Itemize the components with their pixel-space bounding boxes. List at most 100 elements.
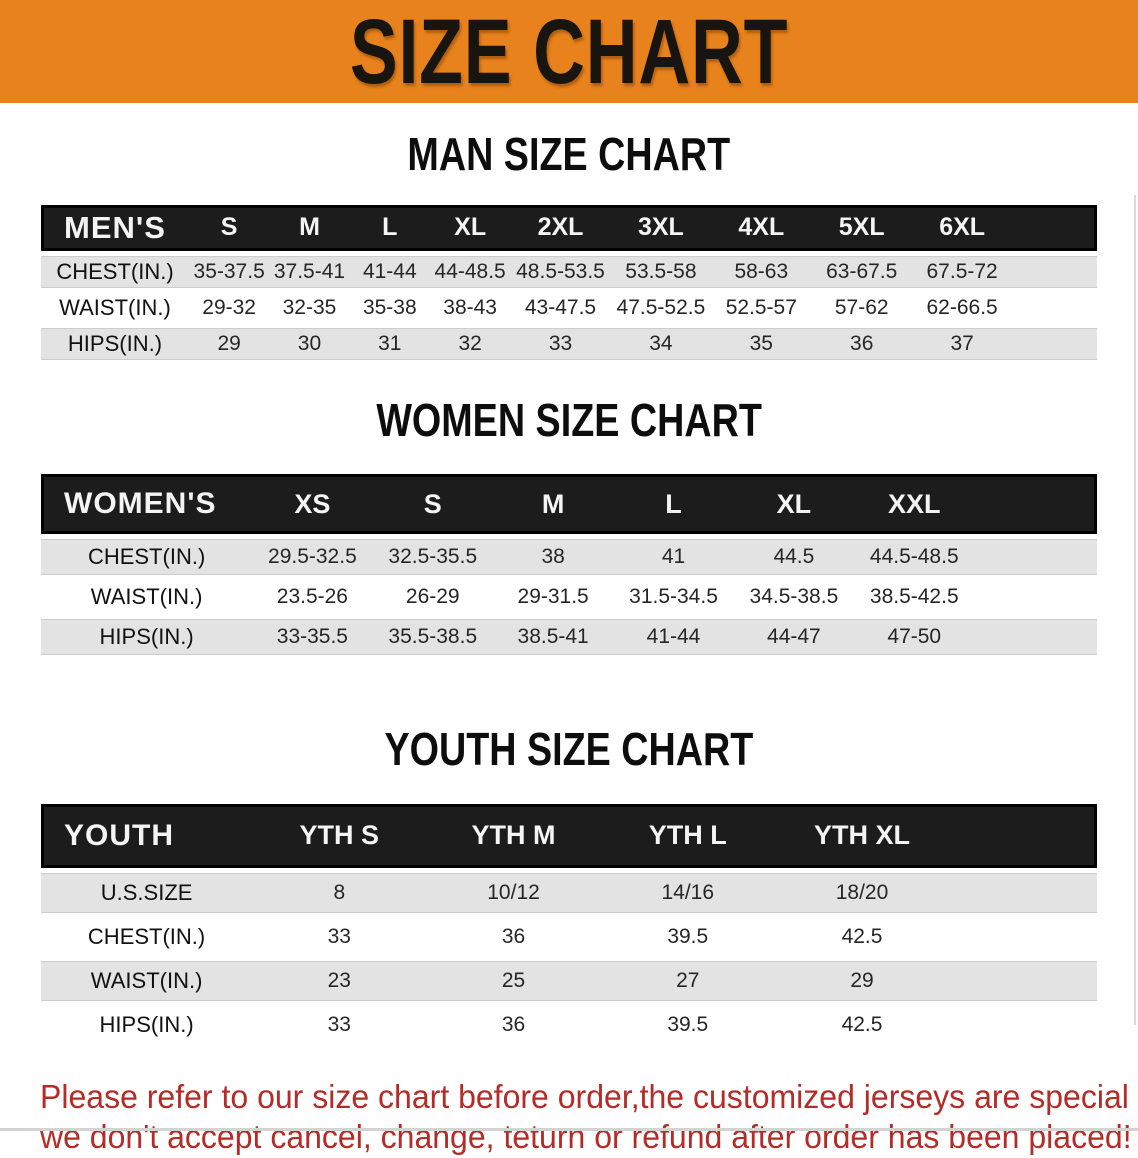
cell: 27 bbox=[600, 960, 775, 1001]
row-filler-cell bbox=[1012, 327, 1097, 360]
table-row: U.S.SIZE 8 10/12 14/16 18/20 bbox=[41, 872, 1097, 913]
column-header: YTH S bbox=[252, 803, 427, 868]
cell: 38 bbox=[492, 539, 614, 576]
row-label: HIPS(IN.) bbox=[41, 1005, 253, 1044]
table-row: HIPS(IN.) 33 36 39.5 42.5 bbox=[41, 1005, 1097, 1044]
column-header: XL bbox=[733, 474, 855, 535]
table-header-row: YOUTH YTH S YTH M YTH L YTH XL bbox=[41, 803, 1097, 868]
cell: 38.5-42.5 bbox=[854, 580, 975, 615]
row-filler-cell bbox=[1012, 292, 1097, 323]
cell: 32 bbox=[429, 327, 511, 360]
cell: 63-67.5 bbox=[811, 255, 912, 288]
cell: 23.5-26 bbox=[252, 580, 373, 615]
cell: 39.5 bbox=[600, 1005, 775, 1044]
row-label: HIPS(IN.) bbox=[41, 619, 253, 656]
row-filler-cell bbox=[949, 960, 1097, 1001]
cell: 14/16 bbox=[600, 872, 775, 913]
column-header: 4XL bbox=[711, 204, 812, 251]
table-title-cell: MEN'S bbox=[41, 204, 189, 251]
cell: 34.5-38.5 bbox=[733, 580, 855, 615]
cell: 39.5 bbox=[600, 917, 775, 956]
cell: 36 bbox=[426, 917, 601, 956]
cell: 35-38 bbox=[349, 292, 430, 323]
cell: 53.5-58 bbox=[610, 255, 712, 288]
mens-size-table: MEN'S S M L XL 2XL 3XL 4XL 5XL 6XL CHEST(IN.) 35-3… bbox=[41, 200, 1097, 365]
column-header: YTH XL bbox=[774, 803, 950, 868]
row-label: CHEST(IN.) bbox=[41, 917, 253, 956]
row-label: WAIST(IN.) bbox=[41, 960, 253, 1001]
column-header: L bbox=[349, 204, 430, 251]
column-header: 2XL bbox=[510, 204, 611, 251]
table-row: CHEST(IN.) 29.5-32.5 32.5-35.5 38 41 44.5 44.5… bbox=[41, 539, 1097, 576]
disclaimer-text: Please refer to our size chart before or… bbox=[40, 1077, 1138, 1158]
cell: 35.5-38.5 bbox=[372, 619, 493, 656]
cell: 33-35.5 bbox=[252, 619, 373, 656]
row-filler-cell bbox=[1012, 255, 1097, 288]
cell: 44-48.5 bbox=[429, 255, 511, 288]
row-label: U.S.SIZE bbox=[41, 872, 253, 913]
row-filler-cell bbox=[974, 539, 1097, 576]
row-label: CHEST(IN.) bbox=[41, 539, 253, 576]
cell: 47-50 bbox=[854, 619, 975, 656]
row-label: CHEST(IN.) bbox=[41, 255, 189, 288]
page-title: SIZE CHART bbox=[349, 0, 789, 103]
scan-edge-bottom bbox=[0, 1128, 1138, 1131]
cell: 25 bbox=[426, 960, 601, 1001]
cell: 29 bbox=[774, 960, 950, 1001]
column-header: YTH M bbox=[426, 803, 601, 868]
cell: 41 bbox=[613, 539, 734, 576]
table-row: WAIST(IN.) 23.5-26 26-29 29-31.5 31.5-34.5 34… bbox=[41, 580, 1097, 615]
table-header-row: WOMEN'S XS S M L XL XXL bbox=[41, 474, 1097, 535]
cell: 44-47 bbox=[733, 619, 855, 656]
cell: 26-29 bbox=[372, 580, 493, 615]
cell: 67.5-72 bbox=[911, 255, 1013, 288]
cell: 52.5-57 bbox=[711, 292, 812, 323]
table-title-cell: WOMEN'S bbox=[41, 474, 253, 535]
cell: 8 bbox=[252, 872, 427, 913]
row-label: HIPS(IN.) bbox=[41, 327, 189, 360]
cell: 42.5 bbox=[774, 1005, 950, 1044]
cell: 33 bbox=[510, 327, 611, 360]
cell: 44.5-48.5 bbox=[854, 539, 975, 576]
cell: 37.5-41 bbox=[269, 255, 350, 288]
cell: 35 bbox=[711, 327, 812, 360]
cell: 41-44 bbox=[613, 619, 734, 656]
cell: 32-35 bbox=[269, 292, 350, 323]
cell: 29 bbox=[188, 327, 270, 360]
column-header: 3XL bbox=[610, 204, 712, 251]
table-header-row: MEN'S S M L XL 2XL 3XL 4XL 5XL 6XL bbox=[41, 204, 1097, 251]
row-filler-cell bbox=[949, 917, 1097, 956]
column-header: S bbox=[372, 474, 493, 535]
cell: 57-62 bbox=[811, 292, 912, 323]
cell: 38-43 bbox=[429, 292, 511, 323]
column-header: YTH L bbox=[600, 803, 775, 868]
header-filler-cell bbox=[1012, 204, 1097, 251]
cell: 38.5-41 bbox=[492, 619, 614, 656]
row-label: WAIST(IN.) bbox=[41, 292, 189, 323]
disclaimer-line-1: Please refer to our size chart before or… bbox=[40, 1077, 1138, 1115]
row-filler-cell bbox=[949, 1005, 1097, 1044]
cell: 29-31.5 bbox=[492, 580, 614, 615]
cell: 32.5-35.5 bbox=[372, 539, 493, 576]
column-header: M bbox=[492, 474, 614, 535]
column-header: XXL bbox=[854, 474, 975, 535]
column-header: 6XL bbox=[911, 204, 1013, 251]
row-filler-cell bbox=[949, 872, 1097, 913]
cell: 36 bbox=[811, 327, 912, 360]
cell: 58-63 bbox=[711, 255, 812, 288]
cell: 41-44 bbox=[349, 255, 430, 288]
cell: 31.5-34.5 bbox=[613, 580, 734, 615]
cell: 33 bbox=[252, 917, 427, 956]
table-row: WAIST(IN.) 29-32 32-35 35-38 38-43 43-47.5 47.… bbox=[41, 292, 1097, 323]
row-filler-cell bbox=[974, 619, 1097, 656]
cell: 48.5-53.5 bbox=[510, 255, 611, 288]
table-row: CHEST(IN.) 35-37.5 37.5-41 41-44 44-48.5 48.5… bbox=[41, 255, 1097, 288]
table-row: CHEST(IN.) 33 36 39.5 42.5 bbox=[41, 917, 1097, 956]
column-header: S bbox=[188, 204, 270, 251]
column-header: XL bbox=[429, 204, 511, 251]
column-header: XS bbox=[252, 474, 373, 535]
table-title-cell: YOUTH bbox=[41, 803, 253, 868]
cell: 29.5-32.5 bbox=[252, 539, 373, 576]
cell: 36 bbox=[426, 1005, 601, 1044]
cell: 62-66.5 bbox=[911, 292, 1013, 323]
